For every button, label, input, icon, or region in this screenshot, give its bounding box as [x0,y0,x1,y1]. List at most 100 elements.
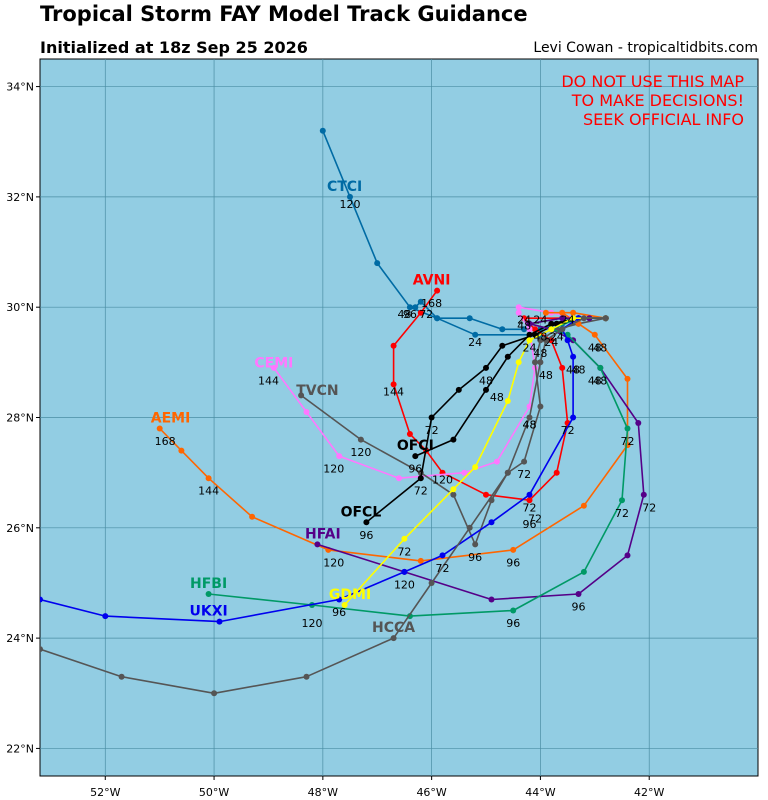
track-point [428,414,435,421]
hour-label: 72 [528,512,542,525]
hour-label: 96 [408,463,422,476]
track-point [510,607,517,614]
track-point [570,309,577,316]
track-point [412,304,419,311]
hour-label: 96 [332,606,346,619]
track-point [178,447,185,454]
model-tracks [40,127,647,697]
hour-label: 48 [593,374,607,387]
hour-label: 48 [533,330,547,343]
track-point [564,337,571,344]
model-label-ctci: CTCI [327,179,362,195]
lat-tick-label: 26°N [6,522,34,535]
model-label-hfai: HFAI [305,526,341,542]
track-point [205,591,212,597]
track-point [559,326,566,333]
hour-label: 48 [479,374,493,387]
hour-label: 120 [323,463,344,476]
track-point [434,287,441,294]
hour-label: 120 [432,474,453,487]
track-point [559,364,566,371]
hour-label: 96 [359,529,373,542]
warning-box: DO NOT USE THIS MAP TO MAKE DECISIONS! S… [561,72,744,129]
track-point [390,342,397,349]
track-point [374,260,381,267]
model-label-gdmi: GDMI [329,587,371,603]
track-point [428,580,435,586]
track-point [417,298,424,305]
track-point [526,491,533,498]
track-line [159,311,629,562]
track-point [466,315,473,322]
track-point [455,386,462,393]
track-point [40,646,43,653]
lon-tick-label: 46°W [416,786,446,799]
hour-label: 96 [506,617,520,630]
hour-label: 72 [419,308,433,321]
track-point [548,326,555,333]
track-point [390,381,397,388]
track-point [559,315,566,322]
track-point [542,309,549,316]
track-point [624,425,631,432]
track-point [483,491,489,498]
track-point [580,568,587,575]
lat-tick-label: 28°N [6,412,34,425]
hour-label: 24 [517,314,531,327]
track-point [488,596,495,603]
hour-label: 72 [517,468,531,481]
hour-label: 48 [588,341,602,354]
grid-lines [40,59,758,776]
track-point [102,613,109,620]
track-point [521,458,528,465]
hour-label: 48 [397,308,411,321]
track-point [205,475,212,482]
track-point [526,414,533,421]
lon-tick-label: 50°W [199,786,229,799]
model-label-ofcl: OFCL [341,504,382,520]
track-point [357,436,364,443]
hour-label: 96 [572,601,586,614]
lon-tick-label: 42°W [634,786,664,799]
lat-tick-label: 22°N [6,742,34,755]
track-point [396,475,402,482]
hour-label: 24 [468,336,482,349]
hour-label: 168 [155,435,176,448]
hour-label: 48 [523,419,537,432]
track-point [347,193,353,200]
hour-label: 72 [425,424,439,437]
model-label-cemi: CEMI [254,355,293,371]
hour-label: 24 [544,336,558,349]
track-point [624,375,631,382]
track-line [344,317,606,606]
track-point [390,635,397,642]
track-point [537,359,544,366]
track-point [504,398,511,404]
track-point [526,326,533,333]
lon-tick-label: 44°W [525,786,555,799]
hour-label: 24 [561,314,575,327]
track-point [406,304,413,311]
lat-tick-label: 30°N [6,301,34,314]
model-label-ofci: OFCI [397,438,434,454]
lon-tick-label: 52°W [90,786,120,799]
track-point [559,309,566,316]
hour-label: 96 [523,518,537,531]
hour-label: 72 [436,562,450,575]
track-point [466,524,473,531]
track-point [211,690,218,697]
hour-label: 48 [588,374,602,387]
track-point [156,425,163,432]
track-point [472,464,479,471]
track-point [417,557,424,564]
track-point [570,414,577,421]
track-point [303,409,310,415]
track-point [504,353,511,360]
hour-label: 120 [323,556,344,569]
track-point [363,519,370,526]
track-point [412,453,419,460]
hour-label: 144 [258,374,279,387]
track-point [515,309,522,316]
